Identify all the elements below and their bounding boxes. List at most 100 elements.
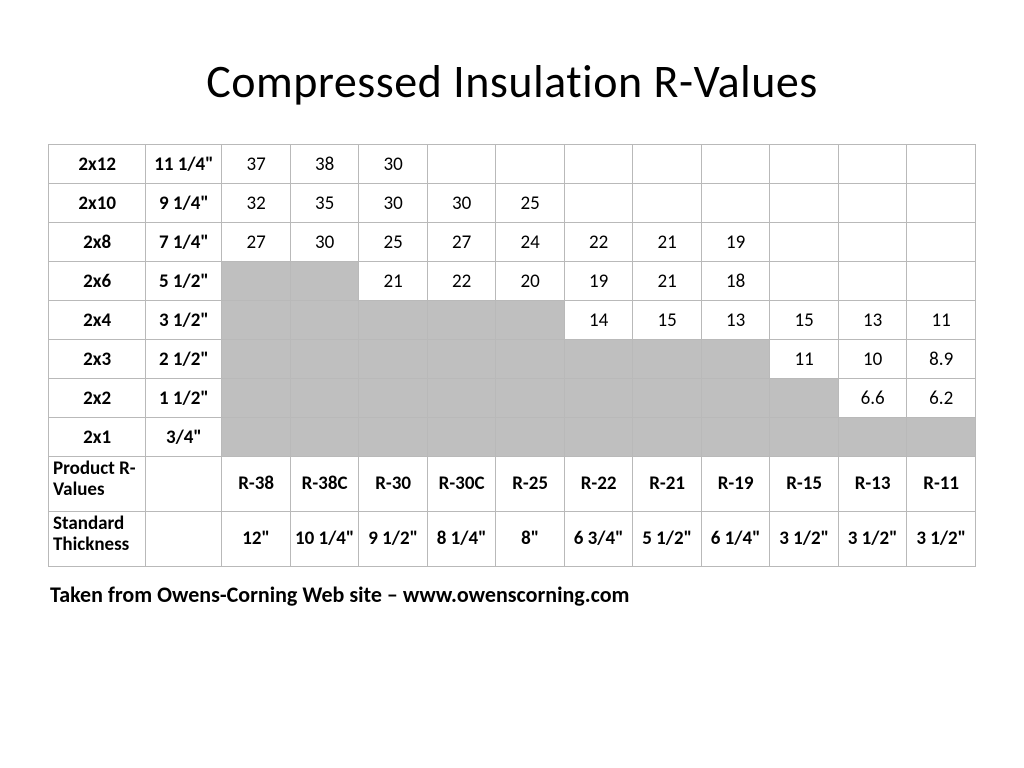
value-cell: 32 xyxy=(222,184,291,223)
value-cell: 15 xyxy=(633,301,702,340)
value-cell xyxy=(838,418,907,457)
value-cell xyxy=(222,301,291,340)
value-cell xyxy=(633,379,702,418)
value-cell xyxy=(838,184,907,223)
value-cell xyxy=(359,340,428,379)
value-cell: 35 xyxy=(290,184,359,223)
value-cell: 24 xyxy=(496,223,565,262)
value-cell xyxy=(907,223,976,262)
value-cell xyxy=(701,340,770,379)
standard-thickness: 3 1/2" xyxy=(907,512,976,567)
value-cell xyxy=(770,418,839,457)
lumber-size: 2x8 xyxy=(49,223,146,262)
cavity-depth: 2 1/2" xyxy=(146,340,222,379)
cavity-depth: 3/4" xyxy=(146,418,222,457)
value-cell xyxy=(222,262,291,301)
value-cell: 10 xyxy=(838,340,907,379)
lumber-size: 2x4 xyxy=(49,301,146,340)
table-row: 2x13/4" xyxy=(49,418,976,457)
standard-thickness: 12" xyxy=(222,512,291,567)
blank-cell xyxy=(146,512,222,567)
value-cell xyxy=(633,340,702,379)
value-cell: 14 xyxy=(564,301,633,340)
lumber-size: 2x3 xyxy=(49,340,146,379)
lumber-size: 2x10 xyxy=(49,184,146,223)
product-rvalue: R-38 xyxy=(222,457,291,512)
value-cell: 15 xyxy=(770,301,839,340)
value-cell: 19 xyxy=(564,262,633,301)
value-cell: 8.9 xyxy=(907,340,976,379)
table-row: Standard Thickness12"10 1/4"9 1/2"8 1/4"… xyxy=(49,512,976,567)
lumber-size: 2x1 xyxy=(49,418,146,457)
product-rvalue: R-19 xyxy=(701,457,770,512)
standard-thickness: 3 1/2" xyxy=(770,512,839,567)
table-row: 2x43 1/2"141513151311 xyxy=(49,301,976,340)
page-title: Compressed Insulation R-Values xyxy=(48,54,976,110)
lumber-size: 2x6 xyxy=(49,262,146,301)
value-cell xyxy=(907,262,976,301)
value-cell: 30 xyxy=(427,184,496,223)
value-cell: 30 xyxy=(359,184,428,223)
cavity-depth: 5 1/2" xyxy=(146,262,222,301)
row-label: Standard Thickness xyxy=(49,512,146,567)
value-cell: 6.2 xyxy=(907,379,976,418)
value-cell: 27 xyxy=(222,223,291,262)
value-cell: 19 xyxy=(701,223,770,262)
cavity-depth: 3 1/2" xyxy=(146,301,222,340)
value-cell xyxy=(427,418,496,457)
standard-thickness: 3 1/2" xyxy=(838,512,907,567)
value-cell xyxy=(770,184,839,223)
value-cell xyxy=(427,379,496,418)
cavity-depth: 9 1/4" xyxy=(146,184,222,223)
product-rvalue: R-38C xyxy=(290,457,359,512)
value-cell: 25 xyxy=(496,184,565,223)
row-label: Product R-Values xyxy=(49,457,146,512)
value-cell xyxy=(290,418,359,457)
value-cell: 11 xyxy=(770,340,839,379)
blank-cell xyxy=(146,457,222,512)
value-cell xyxy=(222,418,291,457)
value-cell xyxy=(290,379,359,418)
value-cell xyxy=(701,418,770,457)
value-cell xyxy=(633,184,702,223)
product-rvalue: R-30 xyxy=(359,457,428,512)
standard-thickness: 5 1/2" xyxy=(633,512,702,567)
value-cell xyxy=(907,145,976,184)
cavity-depth: 1 1/2" xyxy=(146,379,222,418)
value-cell xyxy=(701,184,770,223)
value-cell xyxy=(907,418,976,457)
value-cell xyxy=(701,145,770,184)
rvalue-table: 2x1211 1/4"3738302x109 1/4"32353030252x8… xyxy=(48,144,976,567)
value-cell xyxy=(222,379,291,418)
value-cell: 25 xyxy=(359,223,428,262)
value-cell xyxy=(359,418,428,457)
value-cell xyxy=(564,418,633,457)
value-cell xyxy=(770,145,839,184)
value-cell xyxy=(427,145,496,184)
value-cell xyxy=(907,184,976,223)
value-cell xyxy=(770,379,839,418)
product-rvalue: R-25 xyxy=(496,457,565,512)
product-rvalue: R-30C xyxy=(427,457,496,512)
slide: Compressed Insulation R-Values 2x1211 1/… xyxy=(0,0,1024,608)
value-cell: 22 xyxy=(564,223,633,262)
value-cell: 22 xyxy=(427,262,496,301)
lumber-size: 2x2 xyxy=(49,379,146,418)
value-cell xyxy=(564,340,633,379)
footnote: Taken from Owens-Corning Web site – www.… xyxy=(48,581,976,608)
table-row: 2x1211 1/4"373830 xyxy=(49,145,976,184)
value-cell: 6.6 xyxy=(838,379,907,418)
value-cell: 13 xyxy=(838,301,907,340)
value-cell xyxy=(633,145,702,184)
value-cell: 30 xyxy=(290,223,359,262)
value-cell xyxy=(838,145,907,184)
value-cell: 30 xyxy=(359,145,428,184)
value-cell xyxy=(496,340,565,379)
product-rvalue: R-22 xyxy=(564,457,633,512)
value-cell: 38 xyxy=(290,145,359,184)
value-cell xyxy=(633,418,702,457)
value-cell xyxy=(290,301,359,340)
value-cell xyxy=(838,223,907,262)
value-cell xyxy=(770,223,839,262)
value-cell: 20 xyxy=(496,262,565,301)
